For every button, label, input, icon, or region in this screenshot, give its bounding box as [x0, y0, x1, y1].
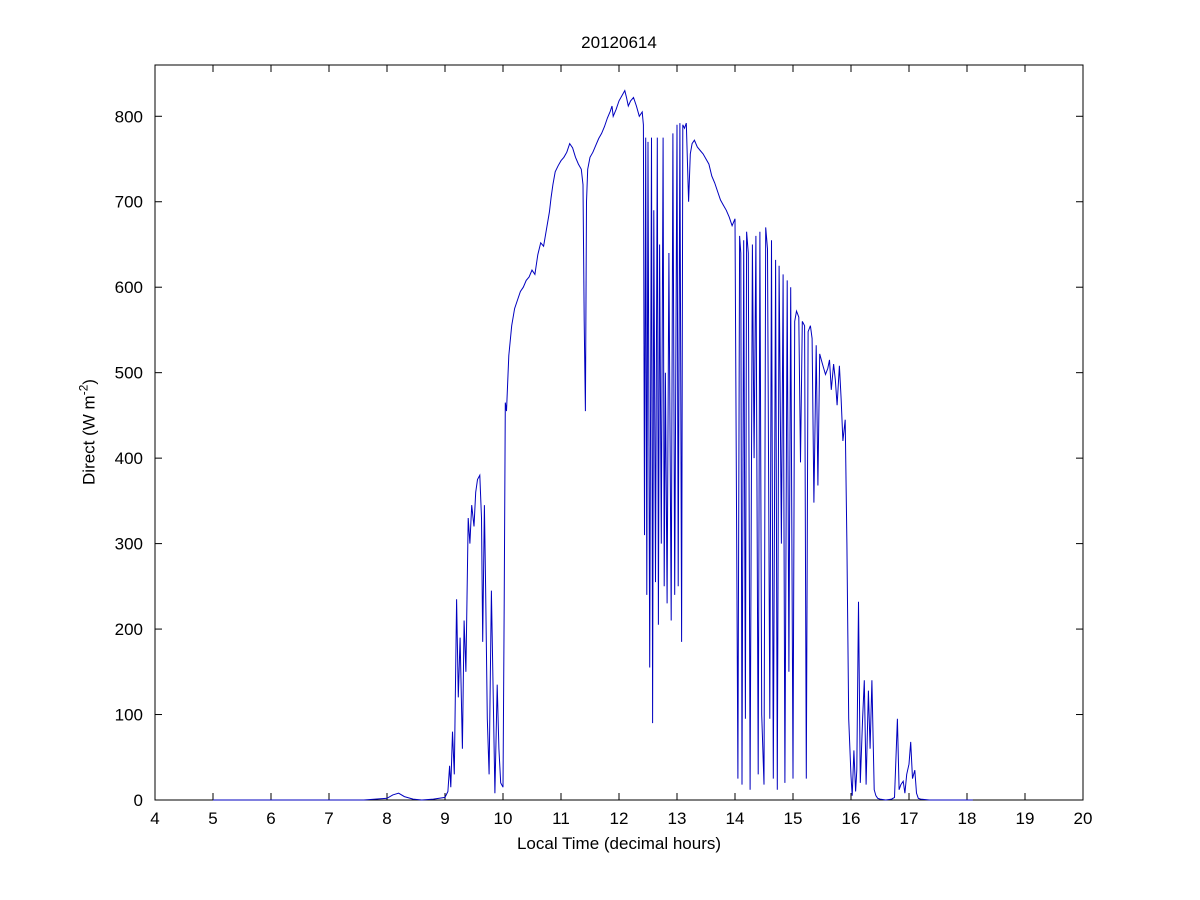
x-tick-label: 12	[610, 809, 629, 828]
y-axis-label-close: )	[79, 379, 99, 385]
x-tick-label: 7	[324, 809, 333, 828]
y-tick-label: 300	[115, 535, 143, 554]
y-axis-label: Direct (W m-2)	[77, 379, 100, 485]
x-tick-label: 10	[494, 809, 513, 828]
x-tick-label: 19	[1016, 809, 1035, 828]
y-tick-label: 100	[115, 706, 143, 725]
y-tick-label: 0	[134, 791, 143, 810]
y-tick-label: 800	[115, 107, 143, 126]
y-tick-label: 600	[115, 278, 143, 297]
x-tick-label: 6	[266, 809, 275, 828]
y-tick-label: 400	[115, 449, 143, 468]
x-tick-label: 5	[208, 809, 217, 828]
x-axis-label: Local Time (decimal hours)	[516, 834, 722, 853]
y-axis-label-text: Direct (W m	[79, 395, 99, 485]
chart-title: 20120614	[581, 33, 657, 52]
y-tick-label: 500	[115, 364, 143, 383]
y-tick-label: 700	[115, 193, 143, 212]
x-tick-label: 16	[842, 809, 861, 828]
plot-box	[154, 64, 1084, 801]
x-tick-label: 15	[784, 809, 803, 828]
x-tick-label: 20	[1074, 809, 1093, 828]
y-axis-label-superscript: -2	[76, 384, 91, 396]
x-tick-label: 4	[150, 809, 159, 828]
x-tick-label: 9	[440, 809, 449, 828]
x-tick-label: 18	[958, 809, 977, 828]
x-tick-label: 8	[382, 809, 391, 828]
x-tick-label: 11	[552, 809, 570, 828]
y-tick-label: 200	[115, 620, 143, 639]
data-line	[213, 89, 973, 801]
x-tick-label: 14	[726, 809, 745, 828]
x-tick-label: 17	[900, 809, 919, 828]
x-tick-label: 13	[668, 809, 687, 828]
